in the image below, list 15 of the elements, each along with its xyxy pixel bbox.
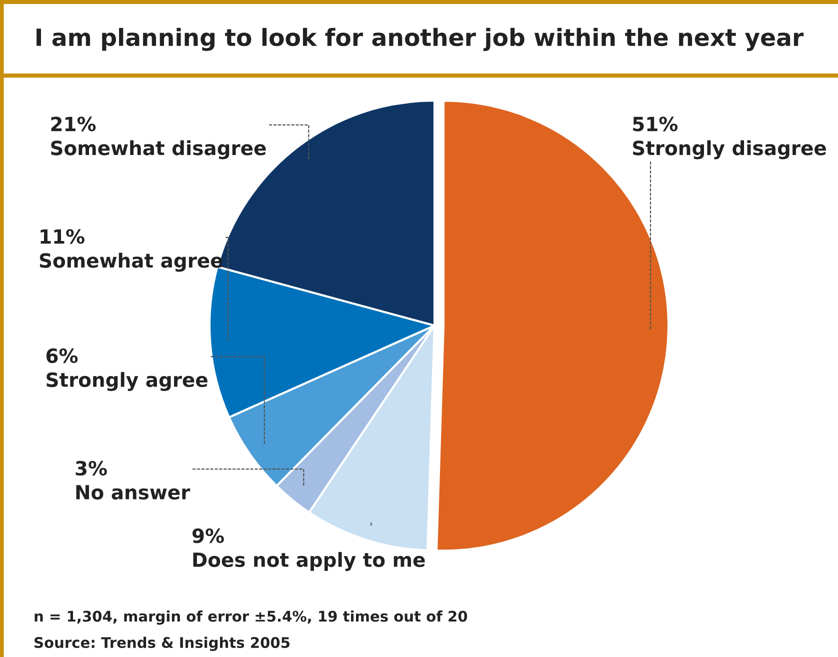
data-label: 21% [51,116,96,132]
slice-label: Somewhat disagree [51,140,266,160]
chart-title: I am planning to look for another job within the next year [36,28,804,51]
source-note: Source: Trends & Insights 2005 [34,636,290,651]
slice-label: No answer [76,485,190,500]
text: n = 1,304, margin of error ±5.4%, 19 times out of 20 [34,610,468,625]
data-label: 9% [192,528,224,544]
slice-label: Somewhat agree [40,252,222,272]
slice-label: Does not apply to me [193,552,425,572]
data-label: 3% [76,460,107,476]
slice-label: Strongly disagree [633,140,826,160]
data-label: 6% [46,348,78,364]
data-label: 11% [40,229,84,244]
data-label: 51% [633,116,678,132]
slice-label: Strongly agree [46,372,208,392]
